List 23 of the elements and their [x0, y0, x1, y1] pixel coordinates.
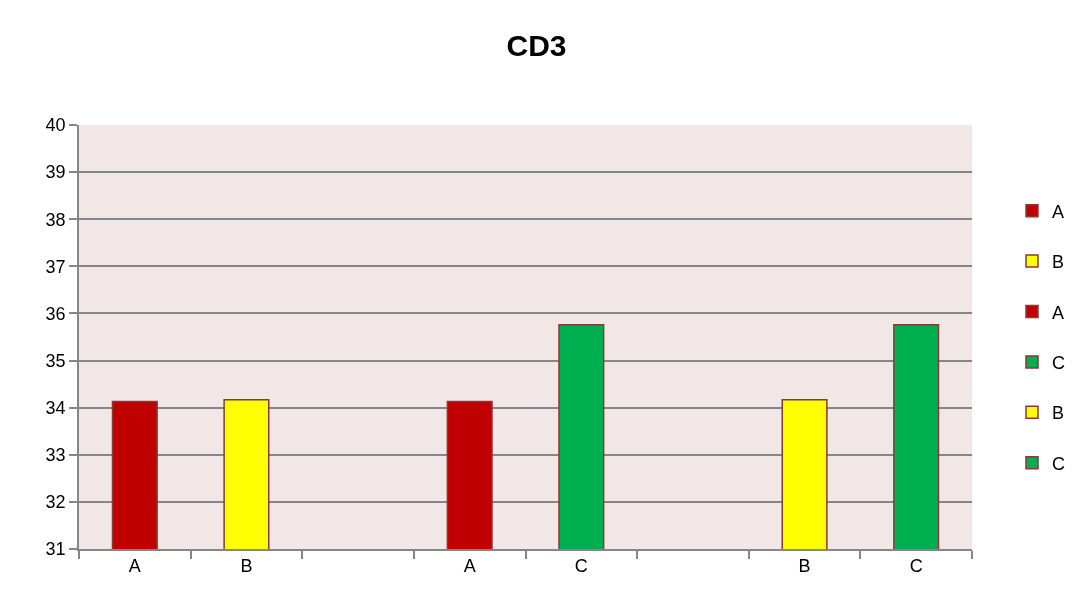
y-tick-label: 35 — [45, 350, 66, 371]
x-tick-label: C — [574, 556, 588, 577]
y-tick-label: 38 — [45, 209, 66, 230]
y-tick-label: 33 — [45, 445, 66, 466]
x-tick-label: A — [128, 556, 141, 577]
y-tick-label: 31 — [45, 539, 66, 560]
legend-label: B — [1052, 403, 1065, 424]
legend-label: A — [1052, 302, 1065, 323]
x-tick-label: C — [909, 556, 923, 577]
y-tick-label: 34 — [45, 397, 66, 418]
y-tick-label: 36 — [45, 303, 66, 324]
y-tick-label: 37 — [45, 256, 66, 277]
x-tick-label: B — [240, 556, 253, 577]
x-tick-label: A — [463, 556, 476, 577]
legend-label: B — [1052, 252, 1065, 273]
legend-label: C — [1052, 453, 1065, 474]
legend-label: C — [1052, 352, 1065, 373]
y-tick-label: 39 — [45, 162, 66, 183]
chart-title: CD3 — [506, 28, 567, 62]
x-tick-label: B — [798, 556, 811, 577]
legend-label: A — [1052, 201, 1065, 222]
y-tick-label: 32 — [45, 492, 66, 513]
y-tick-label: 40 — [45, 115, 66, 136]
